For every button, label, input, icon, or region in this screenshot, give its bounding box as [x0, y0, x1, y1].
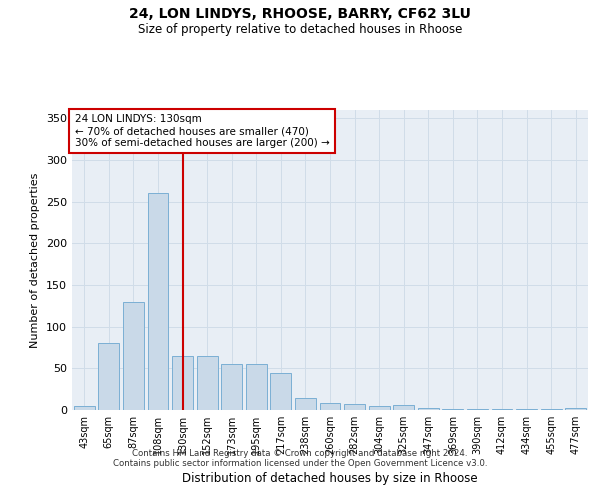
Text: Contains public sector information licensed under the Open Government Licence v3: Contains public sector information licen…	[113, 458, 487, 468]
Text: Size of property relative to detached houses in Rhoose: Size of property relative to detached ho…	[138, 22, 462, 36]
Bar	[467, 409, 488, 410]
Bar	[148, 194, 169, 410]
Bar	[565, 408, 586, 410]
Bar	[368, 406, 389, 410]
Bar	[123, 302, 144, 410]
Bar	[74, 406, 95, 410]
Bar	[197, 356, 218, 410]
Bar	[393, 405, 414, 410]
Bar	[418, 408, 439, 410]
Bar	[98, 344, 119, 410]
Bar	[221, 364, 242, 410]
Bar	[344, 404, 365, 410]
Text: 24 LON LINDYS: 130sqm
← 70% of detached houses are smaller (470)
30% of semi-det: 24 LON LINDYS: 130sqm ← 70% of detached …	[74, 114, 329, 148]
Bar	[172, 356, 193, 410]
Bar	[295, 398, 316, 410]
Bar	[271, 372, 292, 410]
Text: Distribution of detached houses by size in Rhoose: Distribution of detached houses by size …	[182, 472, 478, 485]
Bar	[442, 409, 463, 410]
Bar	[246, 364, 267, 410]
Y-axis label: Number of detached properties: Number of detached properties	[31, 172, 40, 348]
Bar	[491, 409, 512, 410]
Text: 24, LON LINDYS, RHOOSE, BARRY, CF62 3LU: 24, LON LINDYS, RHOOSE, BARRY, CF62 3LU	[129, 8, 471, 22]
Bar	[516, 409, 537, 410]
Bar	[541, 409, 562, 410]
Bar	[320, 404, 340, 410]
Text: Contains HM Land Registry data © Crown copyright and database right 2024.: Contains HM Land Registry data © Crown c…	[132, 448, 468, 458]
